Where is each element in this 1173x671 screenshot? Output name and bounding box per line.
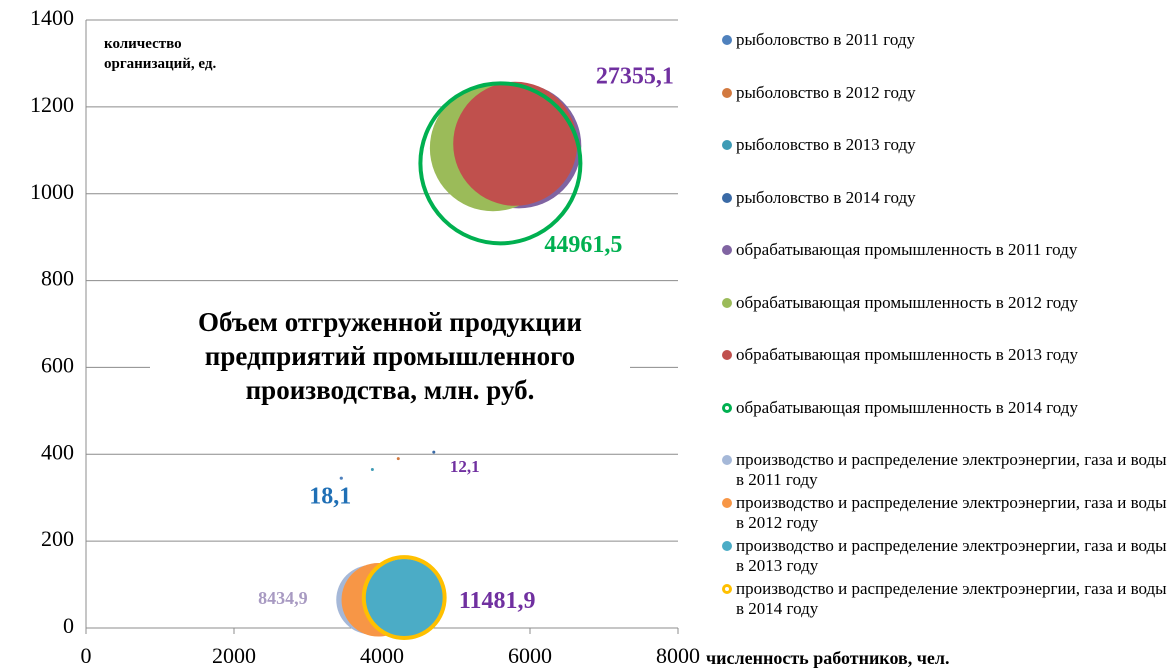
legend-marker <box>722 297 732 308</box>
bubble <box>396 457 400 461</box>
data-label: 12,1 <box>450 457 480 476</box>
bubble <box>418 81 583 246</box>
legend-label: обрабатывающая промышленность в 2011 год… <box>736 240 1078 259</box>
legend-label: обрабатывающая промышленность в 2014 год… <box>736 397 1078 417</box>
legend-marker <box>722 402 732 413</box>
y-tick-label: 600 <box>41 352 74 377</box>
legend-item: обрабатывающая промышленность в 2011 год… <box>720 240 1173 293</box>
legend-marker <box>722 455 732 465</box>
data-label: 18,1 <box>309 484 351 510</box>
legend-label: обрабатывающая промышленность в 2012 год… <box>736 292 1078 312</box>
x-tick-label: 2000 <box>212 643 256 668</box>
bubble <box>361 555 447 641</box>
y-tick-label: 1000 <box>30 179 74 204</box>
bubble <box>370 467 374 471</box>
y-tick-label: 1200 <box>30 92 74 117</box>
bubble <box>364 558 444 639</box>
legend-marker <box>722 245 732 255</box>
y-axis-label: количество организаций, ед. <box>104 36 217 72</box>
y-tick-label: 800 <box>41 266 74 291</box>
legend-marker <box>722 584 732 594</box>
y-tick-label: 400 <box>41 439 74 464</box>
legend-marker <box>722 140 732 150</box>
data-label: 11481,9 <box>459 588 536 614</box>
x-tick-label: 8000 <box>656 643 700 668</box>
y-tick-label: 200 <box>41 526 74 551</box>
legend-item: рыболовство в 2013 году <box>720 135 1173 188</box>
legend-label: рыболовство в 2013 году <box>736 135 916 154</box>
legend-label: производство и распределение электроэнер… <box>736 493 1167 532</box>
legend-label: рыболовство в 2011 году <box>736 30 915 49</box>
x-tick-label: 0 <box>81 643 92 668</box>
legend-marker <box>722 35 732 45</box>
legend-marker <box>722 350 732 360</box>
data-label: 27355,1 <box>596 63 674 89</box>
legend-label: рыболовство в 2014 году <box>736 187 916 207</box>
data-label: 8434,9 <box>258 588 308 608</box>
legend-marker <box>722 498 732 508</box>
x-axis-label: численность работников, чел. <box>706 648 950 668</box>
legend-label: обрабатывающая промышленность в 2013 год… <box>736 345 1078 364</box>
legend-item: рыболовство в 2012 году <box>720 83 1173 136</box>
legend-label: производство и распределение электроэнер… <box>736 579 1167 618</box>
data-label: 44961,5 <box>544 232 622 258</box>
x-tick-label: 4000 <box>360 643 404 668</box>
x-tick-label: 6000 <box>508 643 552 668</box>
legend-item: производство и распределение электроэнер… <box>720 450 1173 493</box>
legend-label: производство и распределение электроэнер… <box>736 450 1167 489</box>
legend-item: рыболовство в 2011 году <box>720 30 1173 83</box>
chart-title: Объем отгруженной продукции предприятий … <box>150 305 630 407</box>
legend-item: рыболовство в 2014 году <box>720 188 1173 241</box>
legend-item: производство и распределение электроэнер… <box>720 493 1173 536</box>
legend-item: обрабатывающая промышленность в 2013 год… <box>720 345 1173 398</box>
legend-item: производство и распределение электроэнер… <box>720 536 1173 579</box>
bubble <box>339 476 343 480</box>
legend-marker <box>722 87 732 98</box>
legend-marker <box>722 541 732 551</box>
bubble <box>453 81 578 206</box>
legend-item: обрабатывающая промышленность в 2012 год… <box>720 293 1173 346</box>
legend: рыболовство в 2011 году рыболовство в 201… <box>720 30 1173 622</box>
legend-marker <box>722 192 732 203</box>
bubble <box>432 450 436 454</box>
legend-item: производство и распределение электроэнер… <box>720 579 1173 622</box>
y-tick-label: 1400 <box>30 5 74 30</box>
legend-label: производство и распределение электроэнер… <box>736 536 1167 575</box>
legend-label: рыболовство в 2012 году <box>736 82 916 102</box>
y-tick-label: 0 <box>63 613 74 638</box>
legend-item: обрабатывающая промышленность в 2014 год… <box>720 398 1173 451</box>
